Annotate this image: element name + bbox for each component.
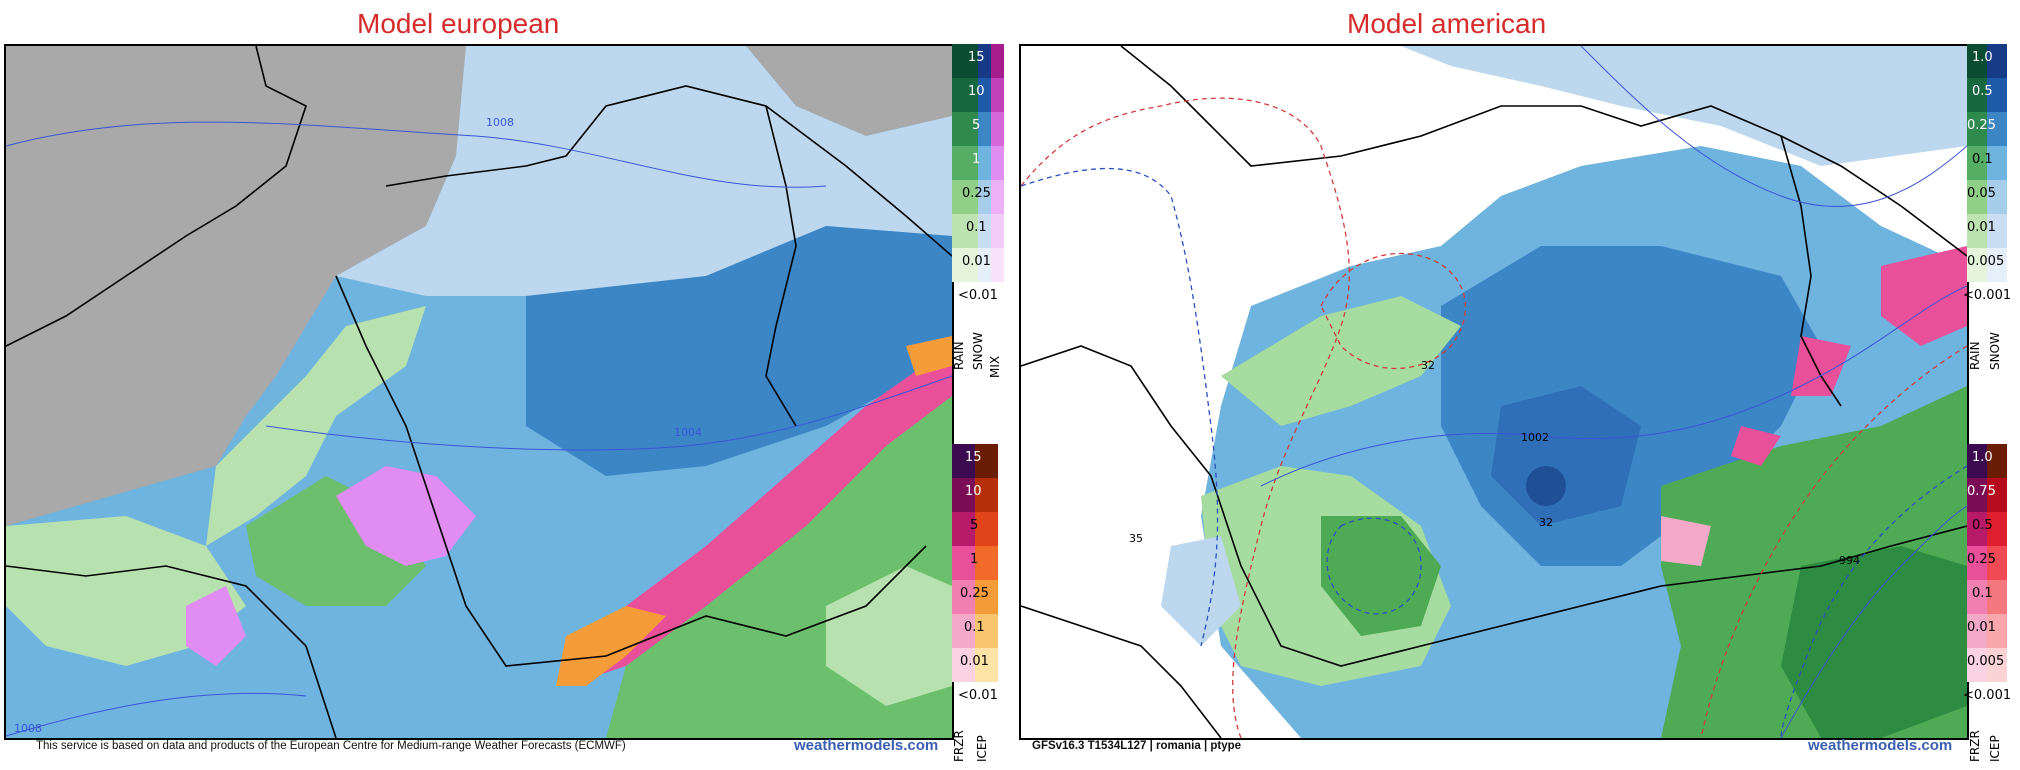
legend-label: 1 [972, 152, 981, 167]
legend-column-label: RAIN [1968, 341, 1982, 370]
legend-label: 0.01 [1967, 220, 1996, 235]
legend-label: 15 [965, 450, 982, 465]
legend-label: 10 [965, 484, 982, 499]
american-model-map: 32 1002 32 35 994 [1019, 44, 1969, 740]
left-precip-legend: 15 10 5 1 0.25 0.1 0.01 <0.01 [952, 44, 1004, 370]
isotherm-label: 32 [1539, 516, 1553, 529]
right-frzr-legend: 1.0 0.75 0.5 0.25 0.1 0.01 0.005 <0.001 [1963, 444, 2011, 714]
legend-label: 0.1 [1972, 586, 1993, 601]
legend-label: 0.01 [962, 254, 991, 269]
legend-label: <0.01 [958, 688, 998, 703]
right-precip-legend: 1.0 0.5 0.25 0.1 0.05 0.01 0.005 <0.001 [1963, 44, 2011, 370]
legend-label: 0.1 [966, 220, 987, 235]
european-precip-field: 1008 1004 1008 [6, 46, 952, 738]
isobar-label: 994 [1839, 554, 1860, 567]
legend-label: 0.05 [1967, 186, 1996, 201]
legend-label: 0.25 [962, 186, 991, 201]
legend-label: 0.1 [964, 620, 985, 635]
legend-label: 0.1 [1972, 152, 1993, 167]
legend-label: 0.01 [1967, 620, 1996, 635]
legend-label: 0.005 [1967, 654, 2005, 669]
brand-link-left[interactable]: weathermodels.com [794, 737, 939, 754]
legend-label: 5 [972, 118, 981, 133]
legend-label: 1.0 [1972, 450, 1993, 465]
legend-label: 5 [970, 518, 979, 533]
ecmwf-attribution: This service is based on data and produc… [36, 740, 626, 752]
gfs-model-info: GFSv16.3 T1534L127 | romania | ptype [1032, 740, 1242, 752]
legend-column-label: ICEP [975, 735, 989, 762]
legend-label: 10 [968, 84, 985, 99]
isobar-label: 1008 [14, 722, 42, 735]
isobar-label: 1002 [1521, 431, 1549, 444]
legend-column-label: MIX [988, 355, 1002, 378]
left-map-title: Model european [357, 8, 560, 39]
european-model-map: 1008 1004 1008 [4, 44, 954, 740]
isobar-label: 1004 [674, 426, 702, 439]
legend-label: <0.001 [1963, 288, 2012, 303]
legend-column-label: FRZR [1968, 730, 1982, 762]
legend-column-label: SNOW [1988, 332, 2002, 370]
isobar-label: 1008 [486, 116, 514, 129]
legend-label: 1.0 [1972, 50, 1993, 65]
legend-column-label: SNOW [971, 332, 985, 370]
legend-label: 0.5 [1972, 518, 1993, 533]
legend-label: 0.25 [960, 586, 989, 601]
left-frzr-legend: 15 10 5 1 0.25 0.1 0.01 <0.01 [952, 444, 998, 714]
legend-column-label: FRZR [952, 730, 966, 762]
american-precip-field: 32 1002 32 35 994 [1021, 46, 1967, 738]
legend-column-label: ICEP [1988, 735, 2002, 762]
brand-link-right[interactable]: weathermodels.com [1808, 737, 1953, 754]
legend-label: 0.005 [1967, 254, 2005, 269]
legend-label: 1 [970, 552, 979, 567]
legend-label: 0.75 [1967, 484, 1996, 499]
legend-label: 0.01 [960, 654, 989, 669]
legend-label: <0.01 [958, 288, 998, 303]
legend-label: <0.001 [1963, 688, 2012, 703]
legend-label: 0.25 [1967, 552, 1996, 567]
isotherm-label: 35 [1129, 532, 1143, 545]
legend-label: 15 [968, 50, 985, 65]
right-map-title: Model american [1347, 8, 1547, 39]
isotherm-label: 32 [1421, 359, 1435, 372]
legend-label: 0.25 [1967, 118, 1996, 133]
legend-label: 0.5 [1972, 84, 1993, 99]
legend-column-label: RAIN [952, 341, 966, 370]
